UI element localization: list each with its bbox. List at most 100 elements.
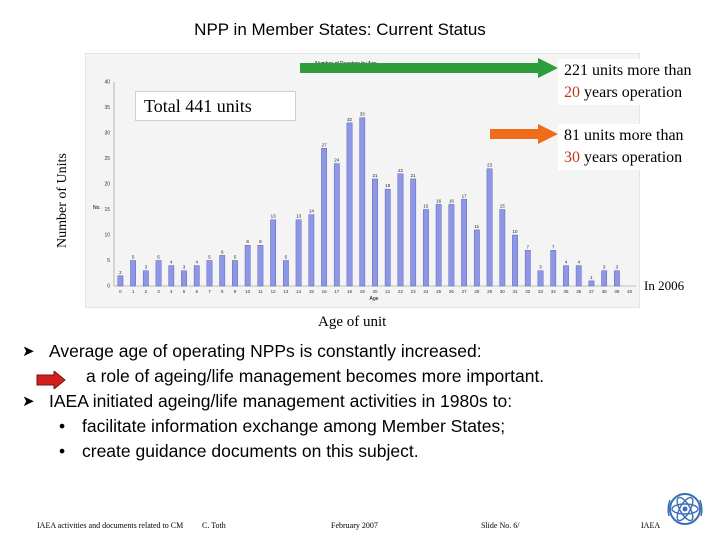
data-label: 15 <box>423 204 429 209</box>
x-tick-label: 5 <box>183 289 186 294</box>
bullet-1-sub: a role of ageing/life management becomes… <box>22 364 702 389</box>
callout-20-years: 221 units more than 20 years operation <box>558 59 716 105</box>
x-tick-label: 39 <box>614 289 620 294</box>
bar <box>181 270 187 287</box>
bar <box>423 209 429 287</box>
footer-slide-number: Slide No. 6/ <box>481 521 520 530</box>
bullet-1: ➤ Average age of operating NPPs is consta… <box>22 339 702 364</box>
bar <box>295 219 302 287</box>
data-label: 3 <box>603 265 606 270</box>
data-label: 8 <box>246 239 249 244</box>
x-tick-label: 6 <box>195 289 198 294</box>
data-label: 3 <box>539 265 542 270</box>
data-label: 16 <box>436 198 442 203</box>
bar <box>193 265 200 287</box>
data-label: 5 <box>132 255 135 260</box>
data-label: 7 <box>527 244 530 249</box>
x-tick-label: 31 <box>513 289 519 294</box>
data-label: 11 <box>475 224 480 229</box>
x-tick-label: 32 <box>525 289 531 294</box>
year-note: In 2006 <box>644 278 685 293</box>
data-label: 6 <box>221 249 224 254</box>
data-label: 14 <box>309 209 315 214</box>
x-tick-label: 1 <box>132 289 135 294</box>
data-label: 4 <box>195 260 198 265</box>
x-tick-label: 33 <box>538 289 544 294</box>
callout-30-years: 81 units more than 30 years operation <box>558 124 716 170</box>
green-arrow <box>300 58 558 78</box>
x-tick-label: 21 <box>385 289 391 294</box>
x-tick-label: 2 <box>145 289 148 294</box>
dot-bullet-icon: • <box>59 416 66 436</box>
callout-30-line1: 81 units more than <box>564 127 684 144</box>
x-tick-label: 26 <box>449 289 455 294</box>
callout-30-line2: 30 years operation <box>564 147 710 169</box>
y-tick-label: 30 <box>104 131 110 137</box>
x-tick-label: 10 <box>245 289 251 294</box>
y-tick-label: 25 <box>104 156 110 162</box>
chart-y-label: No. <box>93 205 101 211</box>
x-axis-label: Age of unit <box>318 314 387 330</box>
bar <box>537 270 544 287</box>
data-label: 33 <box>360 112 366 117</box>
y-tick-label: 40 <box>104 80 110 86</box>
x-tick-label: 14 <box>296 289 302 294</box>
x-tick-label: 17 <box>334 289 340 294</box>
callout-20-line1: 221 units more than <box>564 62 692 79</box>
data-label: 15 <box>500 204 506 209</box>
bar <box>601 270 608 287</box>
bar <box>155 260 162 287</box>
data-label: 16 <box>449 198 455 203</box>
bullet-1-sub-text: a role of ageing/life management becomes… <box>86 366 545 386</box>
x-tick-label: 15 <box>309 289 315 294</box>
bar <box>473 229 480 287</box>
data-label: 4 <box>577 260 580 265</box>
bar <box>308 214 315 287</box>
x-tick-label: 40 <box>627 289 633 294</box>
bar <box>588 280 595 287</box>
iaea-logo-icon <box>667 493 703 525</box>
bar <box>614 270 620 287</box>
x-tick-label: 25 <box>436 289 442 294</box>
x-tick-label: 28 <box>474 289 480 294</box>
footer-date: February 2007 <box>331 521 378 530</box>
y-tick-label: 5 <box>107 258 110 264</box>
x-tick-label: 22 <box>398 289 404 294</box>
footer-author: C. Toth <box>202 521 226 530</box>
bar <box>550 250 557 287</box>
data-label: 3 <box>183 265 186 270</box>
arrow-bullet-icon: ➤ <box>22 393 35 410</box>
x-tick-label: 18 <box>347 289 353 294</box>
callout-20-number: 20 <box>564 84 580 101</box>
data-label: 1 <box>590 275 593 280</box>
data-label: 8 <box>259 239 262 244</box>
bullet-2-sub-2: • create guidance documents on this subje… <box>22 439 702 464</box>
x-tick-label: 23 <box>411 289 417 294</box>
dot-bullet-icon: • <box>59 441 66 461</box>
data-label: 21 <box>372 173 378 178</box>
bar <box>410 178 417 287</box>
y-tick-label: 20 <box>104 182 110 188</box>
x-tick-label: 34 <box>551 289 557 294</box>
callout-30-number: 30 <box>564 149 580 166</box>
bullet-2-text: IAEA initiated ageing/life management ac… <box>49 391 513 411</box>
data-label: 32 <box>347 117 353 122</box>
y-tick-label: 10 <box>104 233 110 239</box>
bar <box>563 265 569 287</box>
data-label: 4 <box>565 260 568 265</box>
x-tick-label: 36 <box>576 289 582 294</box>
callout-30-suffix: years operation <box>580 149 683 166</box>
data-label: 13 <box>296 214 302 219</box>
x-tick-label: 19 <box>360 289 366 294</box>
data-label: 21 <box>411 173 417 178</box>
data-label: 5 <box>157 255 160 260</box>
bullet-2: ➤ IAEA initiated ageing/life management a… <box>22 389 702 414</box>
y-tick-label: 35 <box>104 105 110 111</box>
bar <box>512 234 518 287</box>
data-label: 19 <box>385 183 391 188</box>
bar <box>232 260 238 287</box>
x-tick-label: 4 <box>170 289 173 294</box>
bar <box>359 117 366 287</box>
bar <box>142 270 149 287</box>
bullet-1-text: Average age of operating NPPs is constan… <box>49 341 482 361</box>
